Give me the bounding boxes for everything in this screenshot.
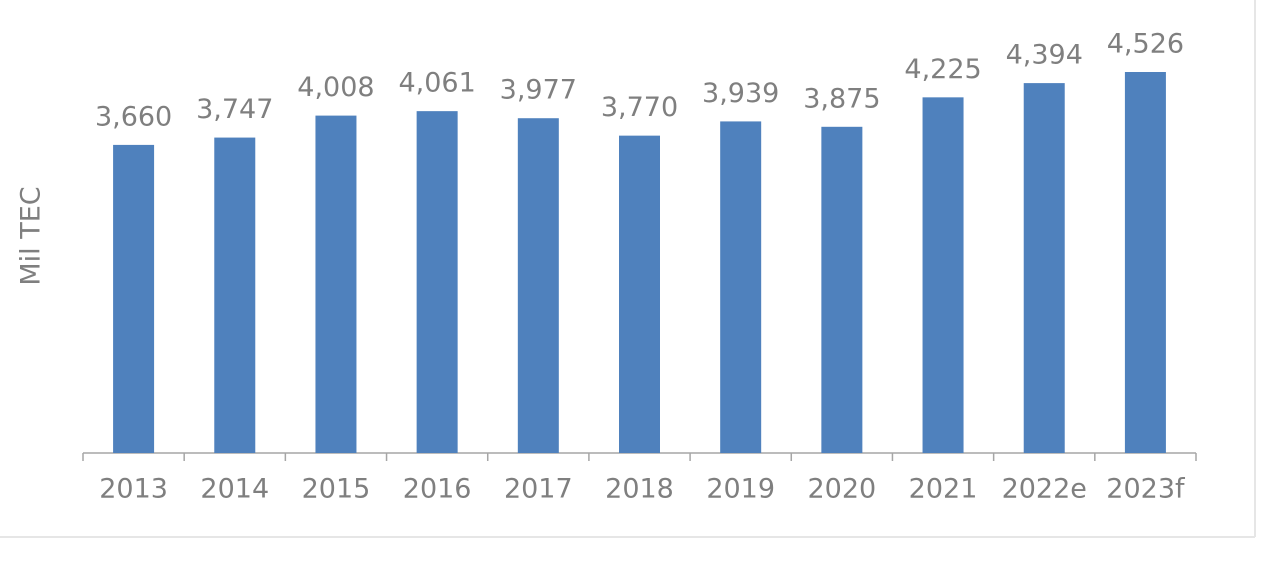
data-label: 3,939	[702, 78, 779, 109]
bar	[315, 115, 357, 453]
x-tick-label: 2013	[99, 474, 168, 505]
data-label: 4,225	[904, 54, 981, 85]
x-tick-label: 2016	[403, 474, 472, 505]
bar	[1023, 83, 1065, 453]
x-tick-label: 2023f	[1106, 474, 1186, 505]
data-label: 4,526	[1107, 29, 1184, 60]
x-tick-label: 2019	[706, 474, 775, 505]
data-label: 3,770	[601, 92, 678, 123]
data-label: 4,394	[1006, 40, 1083, 71]
bar	[517, 118, 559, 454]
data-label: 4,008	[297, 72, 374, 103]
x-tick-label: 2020	[808, 474, 877, 505]
x-tick-label: 2022e	[1002, 474, 1087, 505]
x-tick-label: 2018	[605, 474, 674, 505]
data-label: 3,660	[95, 101, 172, 132]
y-axis-label: Mil TEC	[16, 186, 47, 285]
x-tick-label: 2015	[302, 474, 371, 505]
x-tick-label: 2014	[200, 474, 269, 505]
bar	[720, 121, 762, 454]
data-label: 3,747	[196, 94, 273, 125]
data-label: 3,875	[803, 83, 880, 114]
data-label: 3,977	[500, 75, 577, 106]
x-tick-label: 2021	[909, 474, 978, 505]
bar	[922, 97, 964, 454]
bar	[113, 144, 155, 453]
bar	[416, 111, 458, 454]
data-label: 4,061	[398, 68, 475, 99]
bar	[821, 126, 863, 454]
bar	[619, 135, 660, 453]
bar	[214, 137, 256, 453]
bar	[1124, 72, 1166, 453]
x-tick-label: 2017	[504, 474, 573, 505]
